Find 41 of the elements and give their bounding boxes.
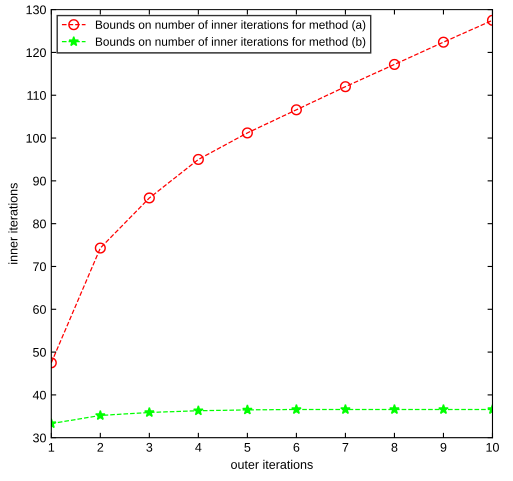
point bbox=[192, 154, 204, 166]
legend-label: Bounds on number of inner iterations for method (b) bbox=[96, 37, 366, 48]
point bbox=[438, 36, 450, 48]
x-tick-label: 1 bbox=[48, 443, 54, 452]
point bbox=[438, 404, 449, 414]
x-tick-label: 9 bbox=[440, 442, 446, 452]
point bbox=[340, 81, 351, 92]
x-axis-title: outer iterations bbox=[231, 460, 313, 469]
x-tick-label: 2 bbox=[97, 442, 104, 452]
legend-label: Bounds on number of inner iterations for method (a) bbox=[96, 20, 366, 32]
point bbox=[193, 405, 204, 416]
x-tick-label: 6 bbox=[294, 442, 300, 452]
point bbox=[144, 192, 155, 204]
point bbox=[95, 410, 106, 420]
y-tick-label: 90 bbox=[33, 176, 46, 186]
y-tick-label: 50 bbox=[33, 348, 46, 357]
point bbox=[388, 58, 400, 70]
point bbox=[340, 404, 351, 414]
y-tick-label: 30 bbox=[33, 434, 46, 442]
y-tick-label: 60 bbox=[33, 305, 46, 314]
y-axis-title: inner iterations bbox=[8, 183, 18, 264]
point bbox=[242, 127, 253, 138]
y-tick-label: 100 bbox=[26, 134, 46, 143]
x-tick-label: 7 bbox=[342, 443, 348, 452]
point bbox=[389, 404, 400, 414]
y-tick-label: 70 bbox=[33, 262, 46, 272]
x-tick-label: 5 bbox=[244, 443, 250, 452]
y-tick-label: 110 bbox=[27, 91, 46, 100]
x-tick-label: 10 bbox=[486, 442, 499, 452]
point bbox=[94, 242, 106, 254]
point bbox=[144, 406, 155, 418]
x-tick-label: 3 bbox=[146, 442, 152, 452]
x-tick-label: 4 bbox=[195, 443, 202, 452]
point bbox=[290, 104, 302, 116]
y-tick-label: 120 bbox=[26, 48, 46, 58]
point bbox=[242, 404, 253, 415]
point bbox=[291, 404, 302, 414]
y-tick-label: 40 bbox=[32, 390, 46, 400]
x-tick-label: 8 bbox=[392, 442, 398, 452]
y-tick-label: 80 bbox=[33, 219, 46, 228]
y-tick-label: 130 bbox=[26, 5, 46, 14]
